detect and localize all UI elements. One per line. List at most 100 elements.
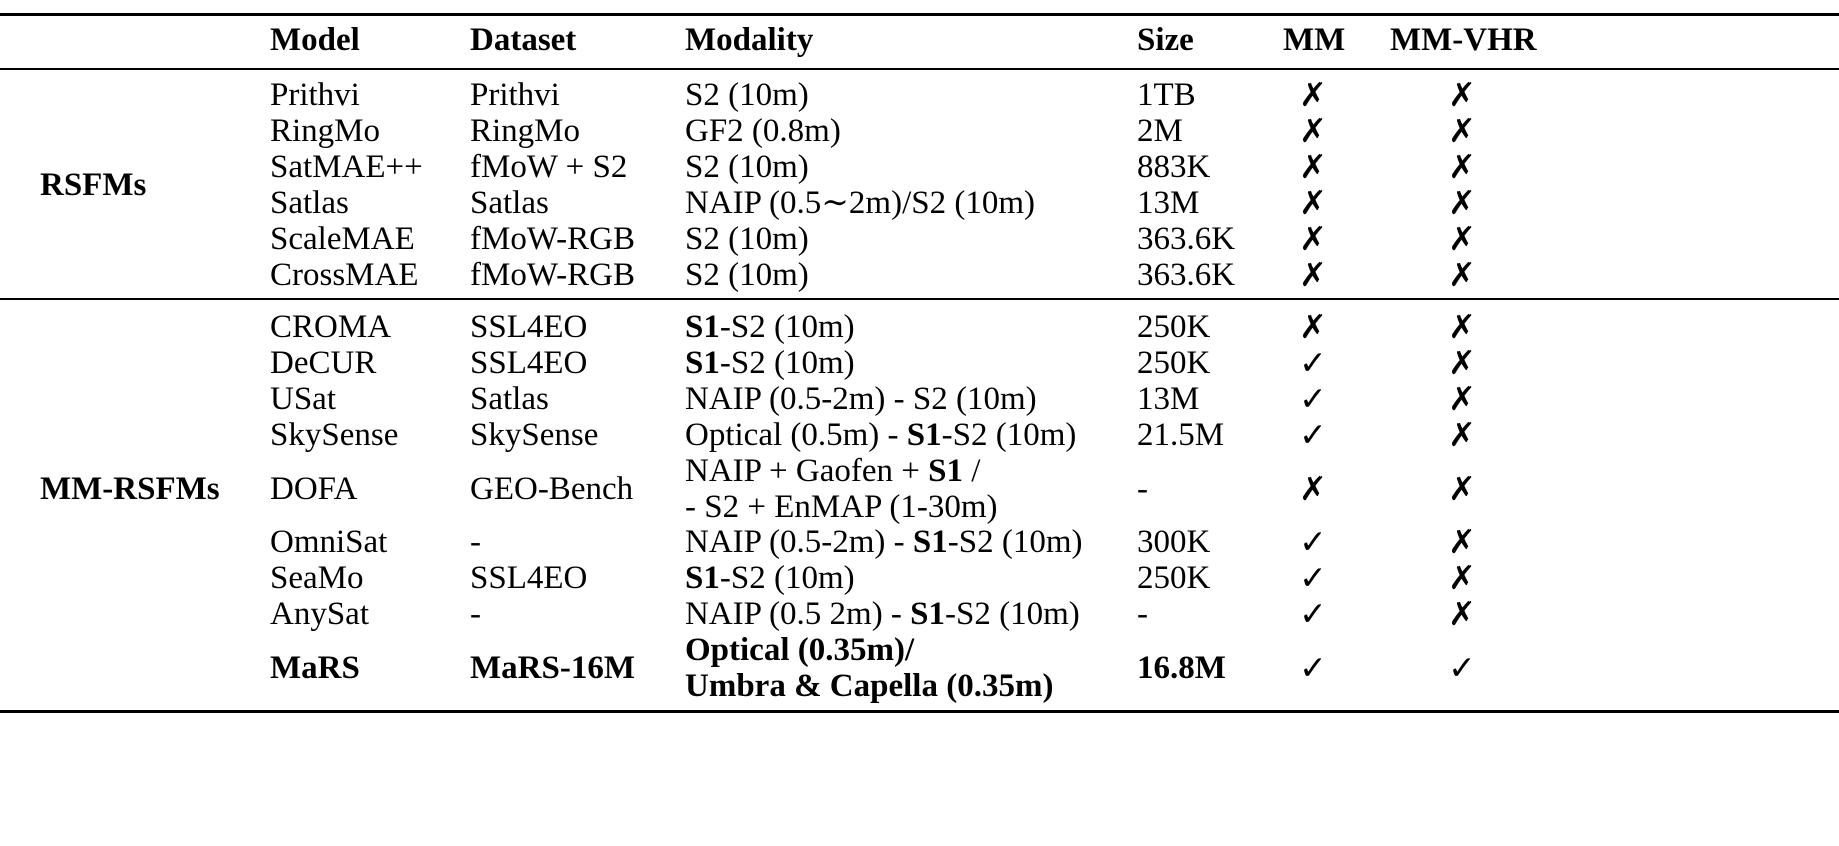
modality-cell: S1-S2 (10m): [685, 307, 855, 347]
cross-icon: ✗: [1299, 307, 1327, 346]
modality-text: S1: [910, 596, 946, 632]
modality-text: -S2 (10m): [945, 596, 1080, 632]
cross-icon: ✗: [1299, 75, 1327, 114]
size-cell: 2M: [1137, 113, 1183, 149]
modality-cell: Optical (0.35m)/: [685, 630, 914, 670]
size-cell: 13M: [1137, 185, 1200, 221]
modality-text: GF2 (0.8m): [685, 113, 841, 149]
cross-icon: ✗: [1448, 147, 1476, 186]
model-cell: OmniSat: [270, 524, 388, 560]
dataset-cell: GEO-Bench: [470, 471, 634, 507]
size-cell: 250K: [1137, 560, 1211, 596]
model-cell: CROMA: [270, 309, 392, 345]
dataset-cell: Satlas: [470, 185, 549, 221]
modality-text: S1: [928, 453, 963, 489]
cross-icon: ✗: [1448, 111, 1476, 150]
size-cell: -: [1137, 471, 1148, 507]
check-icon: ✓: [1299, 379, 1327, 418]
modality-cell: - S2 + EnMAP (1-30m): [685, 487, 998, 527]
cross-icon: ✗: [1448, 183, 1476, 222]
model-cell: USat: [270, 381, 336, 417]
check-icon: ✓: [1299, 522, 1327, 561]
header-modality: Modality: [685, 22, 814, 58]
dataset-cell: -: [470, 596, 481, 632]
size-cell: 16.8M: [1137, 650, 1226, 686]
cross-icon: ✗: [1299, 469, 1327, 508]
cross-icon: ✗: [1299, 183, 1327, 222]
model-cell: Prithvi: [270, 77, 360, 113]
modality-text: NAIP (0.5-2m) -: [685, 524, 913, 560]
model-cell: SeaMo: [270, 560, 364, 596]
model-cell: ScaleMAE: [270, 221, 415, 257]
modality-text: Optical (0.35m)/: [685, 632, 915, 668]
dataset-cell: SSL4EO: [470, 560, 588, 596]
modality-text: -S2 (10m): [719, 560, 855, 596]
cross-icon: ✗: [1448, 558, 1476, 597]
size-cell: 21.5M: [1137, 417, 1225, 453]
dataset-cell: -: [470, 524, 481, 560]
modality-text: S2 (10m): [685, 77, 809, 113]
bottom-rule: [0, 710, 1839, 713]
dataset-cell: SSL4EO: [470, 309, 588, 345]
model-cell: DOFA: [270, 471, 358, 507]
modality-text: S2 (10m): [685, 257, 809, 293]
model-cell: Satlas: [270, 185, 349, 221]
cross-icon: ✗: [1299, 111, 1327, 150]
check-icon: ✓: [1299, 558, 1327, 597]
cross-icon: ✗: [1448, 594, 1476, 633]
modality-text: Optical (0.5m) -: [685, 417, 907, 453]
modality-cell: S2 (10m): [685, 219, 809, 259]
group-rule: [0, 298, 1839, 300]
header-mm-vhr: MM-VHR: [1390, 22, 1537, 58]
modality-cell: S1-S2 (10m): [685, 558, 855, 598]
check-icon: ✓: [1299, 648, 1327, 687]
model-cell: AnySat: [270, 596, 369, 632]
modality-text: NAIP (0.5-2m) - S2 (10m): [685, 381, 1037, 417]
dataset-cell: RingMo: [470, 113, 581, 149]
cross-icon: ✗: [1448, 379, 1476, 418]
size-cell: 883K: [1137, 149, 1211, 185]
header-model: Model: [270, 22, 360, 58]
modality-text: -S2 (10m): [947, 524, 1083, 560]
dataset-cell: MaRS-16M: [470, 650, 635, 686]
header-mm: MM: [1283, 22, 1346, 58]
size-cell: -: [1137, 596, 1148, 632]
dataset-cell: fMoW + S2: [470, 149, 628, 185]
dataset-cell: Prithvi: [470, 77, 560, 113]
group-label-mm-rsfms: MM-RSFMs: [40, 471, 220, 507]
modality-text: Umbra & Capella (0.35m): [685, 668, 1054, 704]
cross-icon: ✗: [1448, 469, 1476, 508]
modality-cell: NAIP (0.5∼2m)/S2 (10m): [685, 183, 1035, 223]
header-size: Size: [1137, 22, 1194, 58]
size-cell: 13M: [1137, 381, 1200, 417]
cross-icon: ✗: [1448, 75, 1476, 114]
model-cell: CrossMAE: [270, 257, 419, 293]
modality-cell: S2 (10m): [685, 255, 809, 295]
model-cell: RingMo: [270, 113, 381, 149]
model-cell: DeCUR: [270, 345, 377, 381]
modality-text: S1: [685, 345, 720, 381]
dataset-cell: fMoW-RGB: [470, 257, 635, 293]
modality-cell: S2 (10m): [685, 147, 809, 187]
modality-text: -S2 (10m): [719, 345, 855, 381]
group-label-rsfms: RSFMs: [40, 167, 147, 203]
cross-icon: ✗: [1448, 522, 1476, 561]
modality-text: NAIP (0.5∼2m)/S2 (10m): [685, 185, 1035, 221]
dataset-cell: fMoW-RGB: [470, 221, 635, 257]
size-cell: 250K: [1137, 309, 1211, 345]
cross-icon: ✗: [1448, 307, 1476, 346]
modality-text: S2 (10m): [685, 149, 809, 185]
modality-text: S1: [685, 560, 720, 596]
modality-cell: NAIP (0.5 2m) - S1-S2 (10m): [685, 594, 1080, 634]
modality-cell: NAIP + Gaofen + S1 /: [685, 451, 980, 491]
size-cell: 363.6K: [1137, 257, 1236, 293]
cross-icon: ✗: [1299, 255, 1327, 294]
cross-icon: ✗: [1299, 147, 1327, 186]
modality-text: -S2 (10m): [719, 309, 855, 345]
modality-text: S1: [906, 417, 942, 453]
modality-text: -S2 (10m): [941, 417, 1077, 453]
modality-text: NAIP (0.5 2m) -: [685, 596, 911, 632]
check-icon: ✓: [1299, 343, 1327, 382]
size-cell: 1TB: [1137, 77, 1196, 113]
dataset-cell: SSL4EO: [470, 345, 588, 381]
